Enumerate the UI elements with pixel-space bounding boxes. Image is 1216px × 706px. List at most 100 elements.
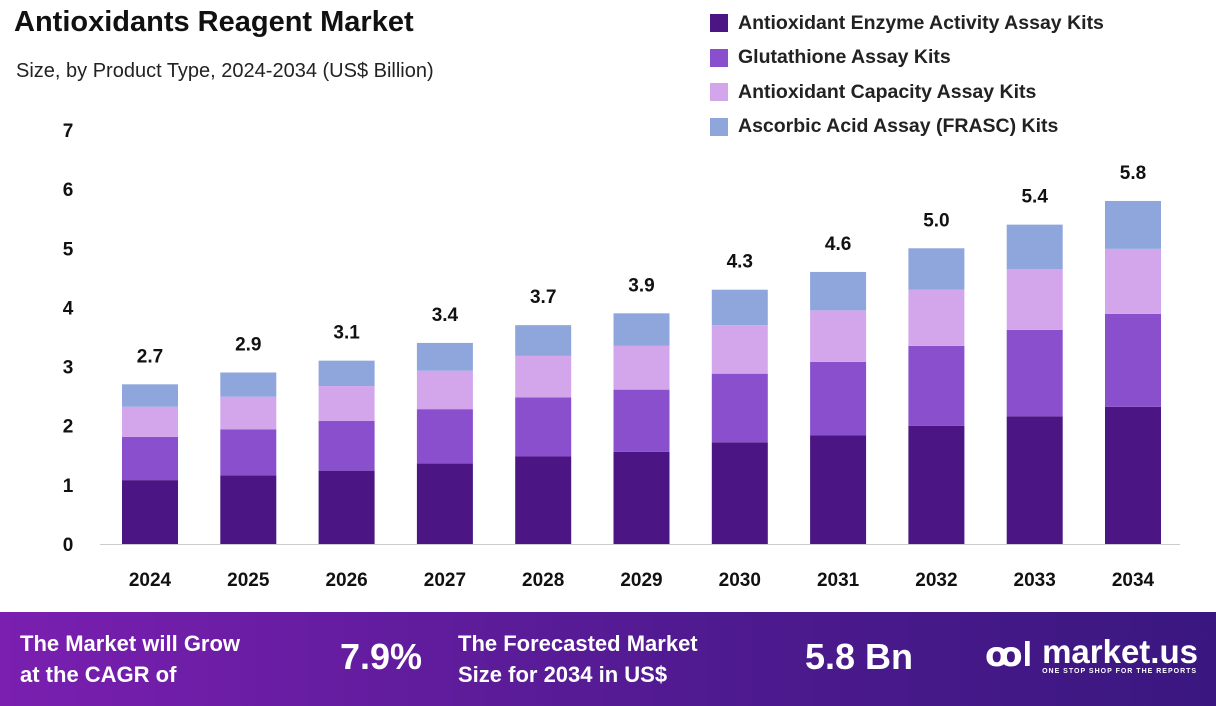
legend-item: Antioxidant Capacity Assay Kits — [710, 75, 1104, 110]
bar-segment — [515, 456, 572, 544]
x-tick-label: 2027 — [424, 570, 466, 591]
bar-segment — [515, 325, 572, 356]
cagr-value: 7.9% — [340, 636, 423, 677]
bar-segment — [318, 420, 375, 471]
data-label-total: 5.8 — [1120, 163, 1146, 184]
cagr-label-line2: at the CAGR of — [20, 662, 177, 687]
bar-segment — [613, 451, 670, 544]
forecast-label: The Forecasted Market Size for 2034 in U… — [458, 628, 698, 690]
bar-segment — [908, 425, 965, 544]
bar-segment — [711, 325, 768, 374]
legend: Antioxidant Enzyme Activity Assay Kits Gl… — [710, 6, 1104, 144]
bar-segment — [515, 355, 572, 398]
bar-segment — [908, 345, 965, 426]
bar-segment — [613, 313, 670, 346]
logo-name: market.us — [1042, 632, 1198, 670]
bar-segment — [711, 373, 768, 443]
bar-segment — [613, 389, 670, 452]
data-label-total: 5.0 — [923, 210, 949, 231]
bar-segment — [810, 435, 867, 544]
bar-segment — [318, 360, 375, 387]
bar-segment — [711, 289, 768, 326]
bar-segment — [416, 409, 473, 464]
bar-segment — [318, 386, 375, 421]
legend-item: Antioxidant Enzyme Activity Assay Kits — [710, 6, 1104, 41]
bar-segment — [1105, 313, 1161, 407]
bar-segment — [122, 406, 178, 437]
chart-title: Antioxidants Reagent Market — [14, 6, 414, 38]
x-tick-label: 2032 — [915, 570, 957, 591]
bar-segment — [1006, 224, 1063, 269]
y-tick-label: 1 — [63, 476, 74, 497]
cagr-label-line1: The Market will Grow — [20, 631, 241, 656]
y-tick-label: 3 — [63, 358, 74, 379]
legend-label: Antioxidant Enzyme Activity Assay Kits — [738, 11, 1104, 34]
chart-subtitle: Size, by Product Type, 2024-2034 (US$ Bi… — [16, 60, 434, 82]
y-tick-label: 5 — [63, 239, 74, 260]
bar-segment — [122, 436, 178, 481]
bar-segment — [1105, 248, 1161, 314]
bar-segment — [613, 345, 670, 390]
x-tick-label: 2024 — [129, 570, 172, 591]
data-label-total: 4.6 — [825, 234, 851, 255]
x-tick-label: 2026 — [325, 570, 367, 591]
bar-segment — [810, 271, 867, 311]
legend-swatch — [710, 48, 728, 67]
data-label-total: 3.7 — [530, 287, 556, 308]
legend-label: Antioxidant Capacity Assay Kits — [738, 80, 1037, 103]
bar-segment — [1105, 200, 1161, 249]
data-label-total: 3.4 — [432, 305, 459, 326]
bar-segment — [908, 248, 965, 290]
bar-segment — [810, 361, 867, 436]
legend-swatch — [710, 83, 728, 102]
bar-segment — [220, 429, 277, 476]
data-label-total: 2.9 — [235, 334, 261, 355]
forecast-value: 5.8 Bn — [805, 636, 914, 677]
y-tick-label: 0 — [63, 535, 74, 556]
logo-tagline: ONE STOP SHOP FOR THE REPORTS — [1042, 667, 1198, 675]
legend-swatch — [710, 14, 728, 33]
y-tick-label: 6 — [63, 180, 74, 201]
market-us-logo: ꝏl market.us ONE STOP SHOP FOR THE REPOR… — [985, 635, 1198, 675]
data-label-total: 3.9 — [628, 275, 654, 296]
forecast-label-line2: Size for 2034 in US$ — [458, 662, 668, 687]
data-label-total: 4.3 — [727, 252, 753, 273]
y-tick-label: 7 — [63, 121, 74, 142]
legend-label: Ascorbic Acid Assay (FRASC) Kits — [738, 115, 1059, 138]
legend-item: Ascorbic Acid Assay (FRASC) Kits — [710, 110, 1104, 145]
x-tick-label: 2029 — [620, 570, 662, 591]
bar-segment — [220, 372, 277, 397]
x-tick-label: 2025 — [227, 570, 270, 591]
footer-banner: The Market will Grow at the CAGR of 7.9%… — [0, 612, 1216, 706]
x-tick-label: 2033 — [1014, 570, 1056, 591]
legend-swatch — [710, 117, 728, 136]
bar-segment — [220, 396, 277, 430]
data-label-total: 3.1 — [333, 323, 360, 344]
bar-segment — [220, 475, 277, 544]
bar-segment — [711, 442, 768, 544]
legend-item: Glutathione Assay Kits — [710, 41, 1104, 76]
bar-segment — [416, 342, 473, 371]
bar-segment — [1006, 329, 1063, 417]
bar-segment — [515, 397, 572, 457]
bar-segment — [318, 470, 375, 544]
forecast-label-line1: The Forecasted Market — [458, 631, 698, 656]
bar-segment — [416, 370, 473, 410]
bar-segment — [810, 310, 867, 362]
data-label-total: 5.4 — [1021, 187, 1048, 208]
bar-segment — [416, 463, 473, 544]
legend-label: Glutathione Assay Kits — [738, 46, 951, 69]
y-tick-label: 4 — [63, 298, 74, 319]
bar-segment — [1006, 268, 1063, 330]
data-label-total: 2.7 — [137, 346, 163, 367]
bar-segment — [122, 384, 178, 407]
x-tick-label: 2034 — [1112, 570, 1155, 591]
x-tick-label: 2030 — [719, 570, 761, 591]
bar-segment — [1006, 416, 1063, 544]
x-tick-label: 2031 — [817, 570, 860, 591]
x-tick-label: 2028 — [522, 570, 564, 591]
cagr-label: The Market will Grow at the CAGR of — [20, 628, 240, 690]
bar-segment — [122, 480, 178, 544]
logo-icon: ꝏl — [985, 636, 1033, 674]
bar-segment — [908, 289, 965, 346]
